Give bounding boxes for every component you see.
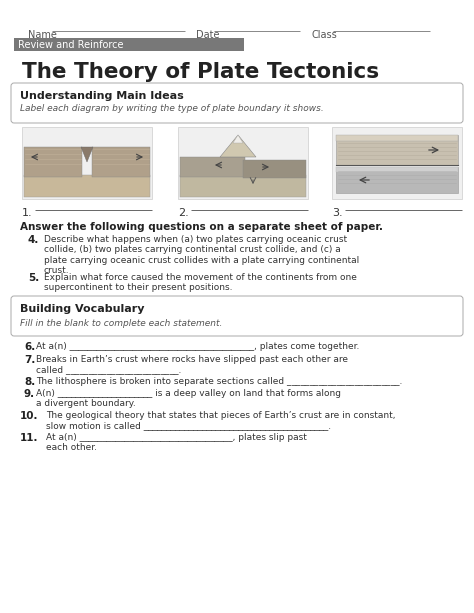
- Text: Explain what force caused the movement of the continents from one
supercontinent: Explain what force caused the movement o…: [44, 273, 357, 292]
- Text: The Theory of Plate Tectonics: The Theory of Plate Tectonics: [22, 62, 379, 82]
- Text: 10.: 10.: [20, 411, 38, 421]
- Text: The geological theory that states that pieces of Earth’s crust are in constant,
: The geological theory that states that p…: [46, 411, 395, 430]
- Text: At a(n) _________________________________________, plates come together.: At a(n) ________________________________…: [36, 342, 359, 351]
- Bar: [332, 127, 462, 199]
- Text: Date: Date: [196, 30, 219, 40]
- Bar: [22, 127, 152, 199]
- Polygon shape: [81, 147, 93, 162]
- Text: Label each diagram by writing the type of plate boundary it shows.: Label each diagram by writing the type o…: [20, 104, 324, 113]
- Text: Class: Class: [312, 30, 338, 40]
- Text: 2.: 2.: [178, 208, 189, 218]
- Bar: [180, 157, 245, 177]
- Text: Answer the following questions on a separate sheet of paper.: Answer the following questions on a sepa…: [20, 222, 383, 232]
- Text: Building Vocabulary: Building Vocabulary: [20, 304, 145, 314]
- Text: 5.: 5.: [28, 273, 39, 283]
- Bar: [336, 167, 458, 172]
- Bar: [24, 175, 150, 197]
- Bar: [178, 127, 308, 199]
- Text: 4.: 4.: [28, 235, 39, 245]
- Text: 8.: 8.: [24, 377, 35, 387]
- Bar: [336, 135, 458, 165]
- Text: 9.: 9.: [24, 389, 35, 399]
- Text: Understanding Main Ideas: Understanding Main Ideas: [20, 91, 184, 101]
- Text: At a(n) __________________________________, plates slip past
each other.: At a(n) ________________________________…: [46, 433, 307, 452]
- FancyBboxPatch shape: [11, 83, 463, 123]
- Text: 1.: 1.: [22, 208, 33, 218]
- Text: Name: Name: [28, 30, 57, 40]
- Text: A(n) _____________________ is a deep valley on land that forms along
a divergent: A(n) _____________________ is a deep val…: [36, 389, 341, 408]
- Text: Fill in the blank to complete each statement.: Fill in the blank to complete each state…: [20, 319, 222, 328]
- Text: Describe what happens when (a) two plates carrying oceanic crust
collide, (b) tw: Describe what happens when (a) two plate…: [44, 235, 359, 275]
- Bar: [336, 167, 458, 193]
- Text: The lithosphere is broken into separate sections called ________________________: The lithosphere is broken into separate …: [36, 377, 402, 386]
- Polygon shape: [220, 135, 256, 157]
- Bar: [336, 135, 458, 141]
- Text: 3.: 3.: [332, 208, 343, 218]
- Bar: [24, 147, 82, 177]
- FancyBboxPatch shape: [11, 296, 463, 336]
- Bar: [92, 147, 150, 177]
- Bar: [14, 38, 244, 51]
- Text: Breaks in Earth’s crust where rocks have slipped past each other are
called ____: Breaks in Earth’s crust where rocks have…: [36, 355, 348, 375]
- Bar: [180, 175, 306, 197]
- Text: 7.: 7.: [24, 355, 36, 365]
- Text: Review and Reinforce: Review and Reinforce: [18, 40, 124, 50]
- Text: 6.: 6.: [24, 342, 35, 352]
- Text: 11.: 11.: [20, 433, 38, 443]
- Polygon shape: [233, 135, 243, 143]
- Bar: [243, 160, 306, 178]
